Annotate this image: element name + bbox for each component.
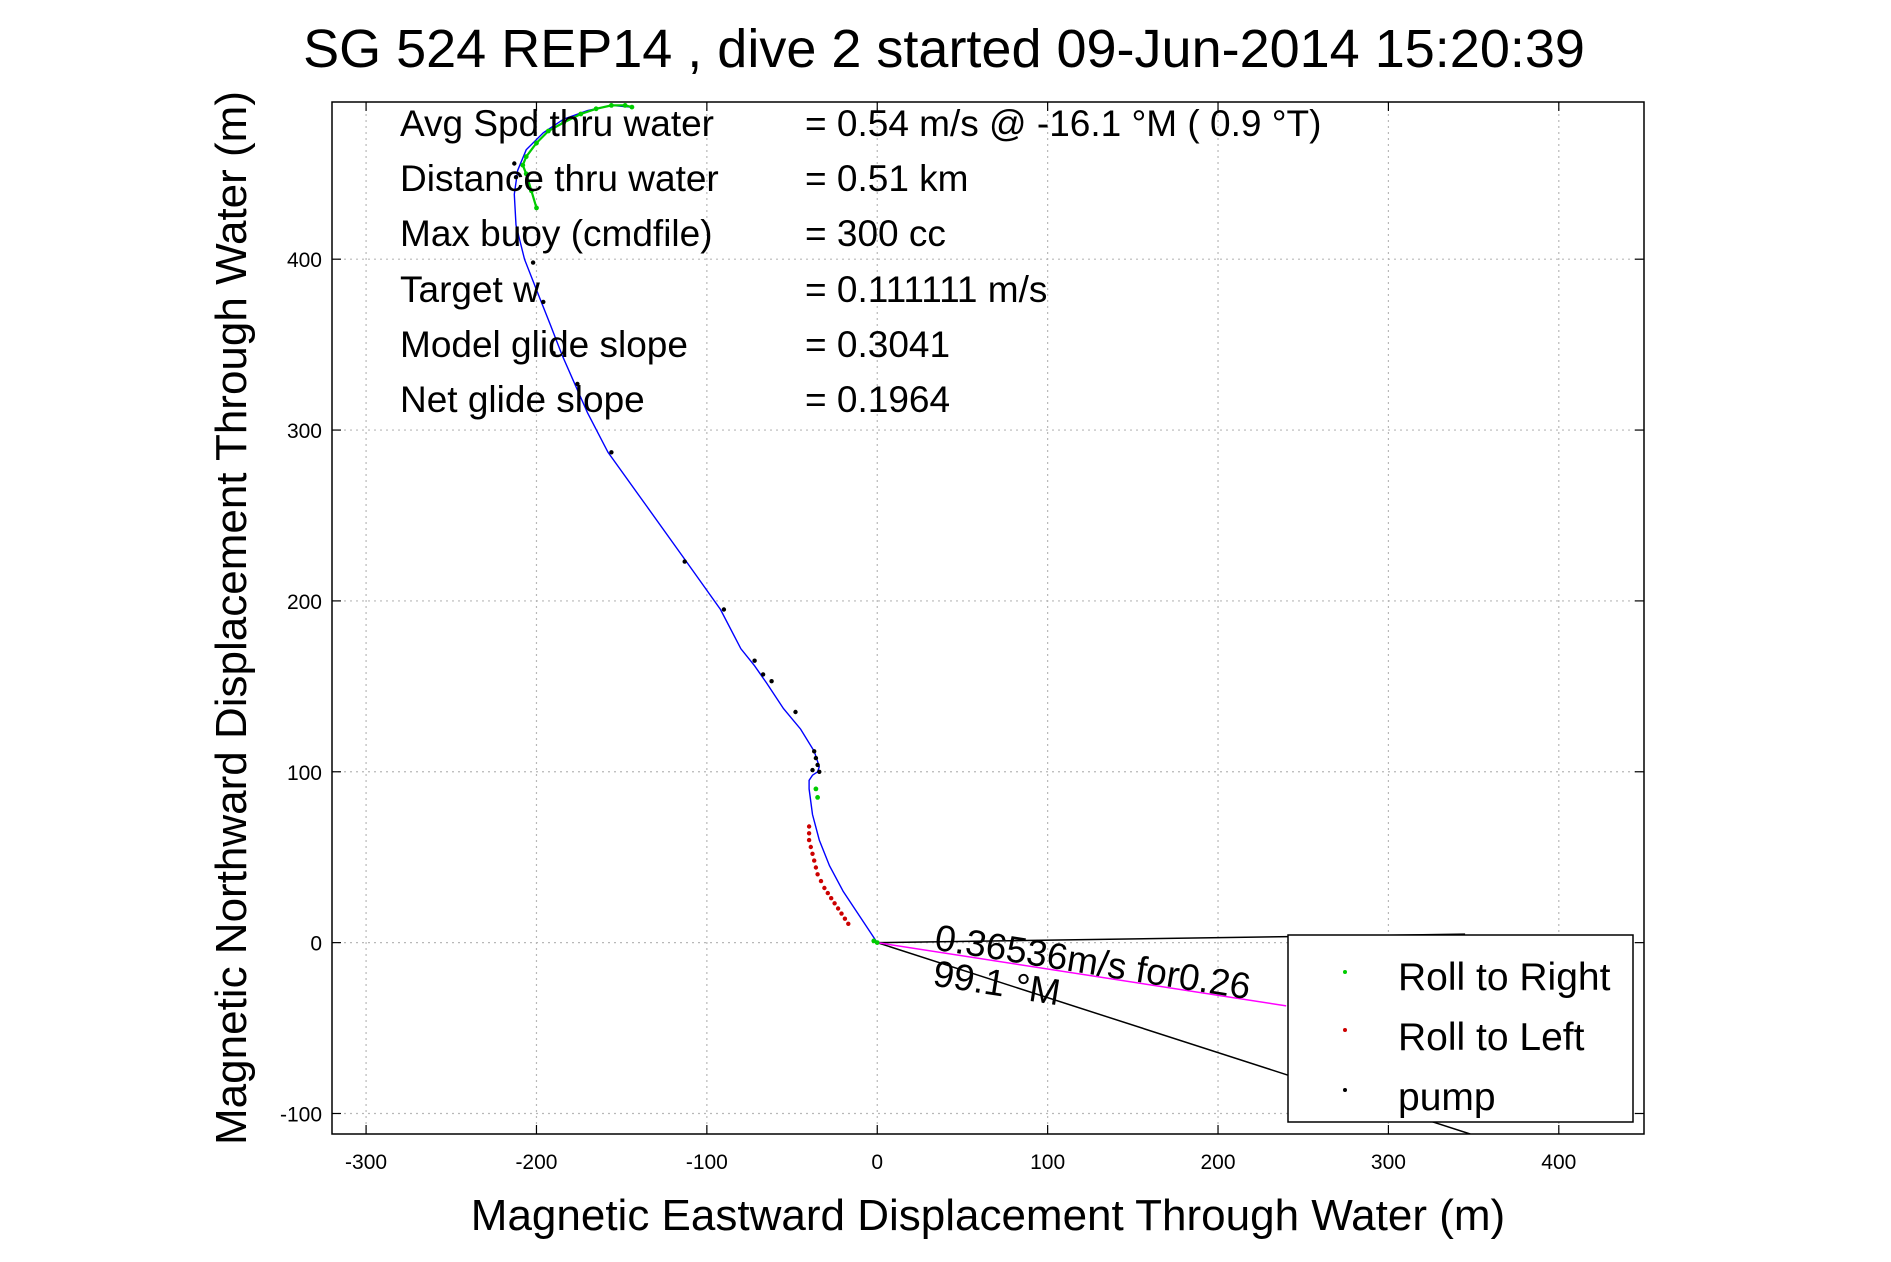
annotation-label: Net glide slope — [400, 379, 645, 420]
pump-point — [541, 299, 546, 305]
annotation-block: Avg Spd thru water = 0.54 m/s @ -16.1 °M… — [400, 103, 1321, 420]
roll-left-point — [842, 916, 848, 921]
pump-point — [810, 767, 815, 773]
roll-left-point — [829, 896, 834, 901]
pump-point — [815, 762, 820, 768]
annotation-label: Avg Spd thru water — [400, 103, 714, 144]
pump-point — [752, 658, 757, 663]
roll-left-point — [806, 837, 812, 843]
roll-right-point — [871, 938, 877, 944]
legend-marker-pump — [1343, 1088, 1347, 1092]
roll-left-point — [825, 890, 830, 896]
legend-entry-roll-right: Roll to Right — [1398, 956, 1611, 999]
annotation-value: = 300 cc — [805, 213, 946, 254]
y-axis-ticks: -100 0 100 200 300 400 — [280, 249, 1644, 1126]
roll-left-point — [832, 901, 837, 906]
annotation-label: Distance thru water — [400, 158, 719, 199]
annotation-value: = 0.51 km — [805, 158, 969, 199]
y-tick-label: -100 — [280, 1103, 322, 1126]
pump-point — [769, 679, 774, 684]
pump-point — [512, 161, 517, 166]
pump-point — [609, 450, 614, 455]
pump-point — [812, 749, 817, 754]
annotation-label: Model glide slope — [400, 324, 688, 365]
y-tick-label: 0 — [310, 933, 322, 956]
x-tick-label: -300 — [345, 1151, 387, 1174]
roll-left-point — [846, 921, 851, 926]
legend: Roll to Right Roll to Left pump — [1287, 934, 1634, 1123]
pump-point — [575, 381, 580, 387]
roll-left-point — [808, 844, 813, 850]
legend-marker-roll-left — [1343, 1028, 1347, 1032]
roll-left-point — [806, 831, 812, 836]
y-tick-label: 400 — [287, 249, 322, 272]
y-axis-label: Magnetic Northward Displacement Through … — [207, 91, 256, 1145]
legend-marker-roll-right — [1343, 970, 1347, 974]
speed-vector-line — [877, 941, 1287, 1007]
pump-point — [522, 226, 527, 231]
pump-point — [817, 769, 822, 774]
annotation-value: = 0.54 m/s @ -16.1 °M ( 0.9 °T) — [805, 103, 1321, 144]
annotation-value: = 0.111111 m/s — [805, 269, 1047, 310]
series-group — [512, 103, 880, 945]
legend-entry-pump: pump — [1398, 1076, 1496, 1119]
roll-left-point — [813, 865, 819, 870]
roll-right-segment — [521, 104, 633, 209]
plot-frame — [331, 101, 1645, 1135]
y-tick-label: 200 — [287, 591, 322, 614]
x-axis-label: Magnetic Eastward Displacement Through W… — [471, 1191, 1505, 1240]
legend-entry-roll-left: Roll to Left — [1398, 1016, 1585, 1059]
roll-right-point — [815, 795, 820, 800]
roll-left-point — [810, 851, 815, 856]
annotation-label: Target w — [400, 269, 540, 310]
roll-left-point — [839, 911, 844, 916]
pump-point — [682, 559, 687, 564]
pump-point — [793, 709, 798, 715]
annotation-label: Max buoy (cmdfile) — [400, 213, 713, 254]
pump-point — [530, 260, 536, 265]
grid-vertical-lines — [365, 102, 1560, 1134]
pump-point — [721, 607, 727, 612]
roll-left-point — [815, 872, 820, 877]
x-axis-ticks: -300 -200 -100 0 100 200 300 400 — [345, 102, 1576, 1174]
x-tick-label: 0 — [871, 1151, 883, 1174]
roll-left-point — [818, 878, 824, 884]
roll-left-point — [835, 906, 841, 911]
annotation-value: = 0.3041 — [805, 324, 950, 365]
roll-left-point — [812, 858, 817, 863]
x-tick-label: -200 — [515, 1151, 557, 1174]
x-tick-label: 400 — [1541, 1151, 1576, 1174]
x-tick-label: 100 — [1030, 1151, 1065, 1174]
pump-point — [760, 672, 766, 677]
y-tick-label: 300 — [287, 420, 322, 443]
x-tick-label: 200 — [1201, 1151, 1236, 1174]
pump-point — [813, 755, 819, 761]
roll-right-point — [813, 786, 819, 792]
y-tick-label: 100 — [287, 762, 322, 785]
roll-left-point — [806, 824, 812, 829]
pump-point — [513, 175, 519, 180]
annotation-value: = 0.1964 — [805, 379, 950, 420]
chart-title: SG 524 REP14 , dive 2 started 09-Jun-201… — [303, 19, 1585, 79]
track-line — [513, 104, 878, 943]
pump-point — [551, 351, 556, 356]
roll-left-point — [822, 885, 827, 891]
x-tick-label: -100 — [686, 1151, 728, 1174]
x-tick-label: 300 — [1371, 1151, 1406, 1174]
